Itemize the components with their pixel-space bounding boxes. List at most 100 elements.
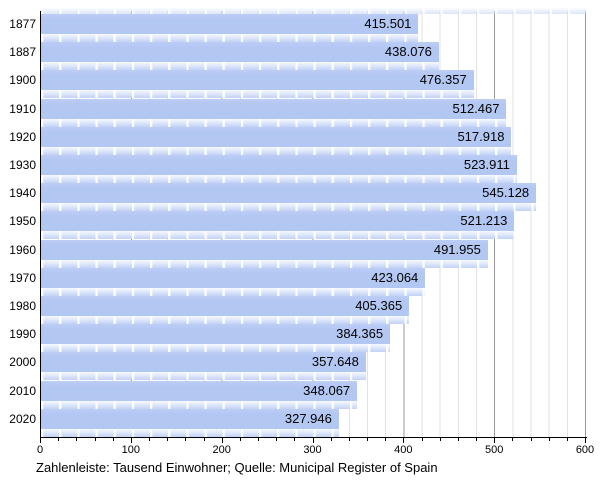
x-tick-major (494, 438, 496, 443)
bar-value-label: 438.076 (384, 44, 432, 60)
ruler-strip (41, 203, 537, 212)
year-label: 1960 (9, 242, 36, 257)
year-label: 1900 (9, 73, 36, 88)
chart-caption: Zahlenleiste: Tausend Einwohner; Quelle:… (36, 460, 438, 475)
ruler-strip (41, 287, 426, 296)
x-tick-minor (548, 438, 550, 441)
x-tick-major (403, 438, 405, 443)
bar: 545.128 (41, 183, 537, 204)
year-label: 2020 (9, 411, 36, 426)
x-tick-major (312, 438, 314, 443)
x-tick-minor (167, 438, 169, 441)
x-tick-minor (385, 438, 387, 441)
ruler-strip (41, 400, 358, 409)
bar-value-label: 476.357 (419, 72, 467, 88)
ruler-strip (41, 372, 366, 381)
x-tick-minor (149, 438, 150, 441)
y-axis-line (40, 11, 41, 438)
bar: 405.365 (41, 296, 410, 316)
bar: 476.357 (41, 70, 474, 91)
bar: 415.501 (41, 14, 419, 34)
year-label: 1887 (9, 45, 36, 60)
bar-value-label: 384.365 (336, 326, 384, 342)
ruler-strip (41, 90, 474, 99)
bar: 517.918 (41, 126, 512, 147)
ruler-strip (41, 259, 488, 268)
year-label: 1920 (9, 129, 36, 144)
x-tick-minor (258, 438, 259, 441)
year-label: 1990 (9, 327, 36, 342)
bar-value-label: 491.955 (433, 241, 481, 257)
x-tick-minor (76, 438, 78, 441)
x-tick-minor (367, 438, 368, 441)
x-tick-label: 100 (121, 444, 140, 456)
year-label: 1877 (9, 17, 36, 31)
x-tick-minor (94, 438, 96, 441)
bar-value-label: 523.911 (463, 157, 510, 172)
bar: 523.911 (41, 155, 517, 175)
year-label: 1970 (9, 270, 36, 285)
x-tick-label: 300 (303, 444, 322, 456)
x-tick-minor (457, 438, 459, 441)
x-tick-major (221, 438, 223, 443)
year-label: 1940 (9, 186, 36, 201)
bar-value-label: 517.918 (457, 128, 505, 144)
top-ruler-strip (41, 8, 586, 14)
x-tick-minor (58, 438, 60, 441)
x-tick-minor (476, 438, 477, 441)
x-tick-minor (112, 438, 114, 441)
x-tick-minor (239, 438, 241, 441)
bar-value-label: 521.213 (460, 213, 508, 229)
bar: 423.064 (41, 267, 426, 288)
x-tick-minor (421, 438, 423, 441)
ruler-strip (41, 428, 339, 437)
x-tick-minor (512, 438, 514, 441)
ruler-strip (41, 62, 439, 71)
x-tick-minor (439, 438, 441, 441)
x-tick-minor (530, 438, 532, 441)
bar: 357.648 (41, 352, 366, 373)
bar: 438.076 (41, 42, 439, 63)
ruler-strip (41, 34, 419, 42)
x-tick-label: 500 (484, 444, 504, 456)
x-axis-line (40, 437, 587, 438)
bar-value-label: 415.501 (364, 16, 412, 31)
ruler-strip (41, 146, 512, 155)
bar: 521.213 (41, 211, 515, 232)
bar-value-label: 348.067 (303, 382, 351, 398)
x-tick-minor (276, 438, 278, 441)
x-tick-label: 0 (36, 444, 44, 456)
bar-value-label: 357.648 (311, 354, 359, 370)
x-tick-major (40, 438, 41, 443)
x-tick-major (585, 438, 586, 443)
ruler-strip (41, 175, 517, 183)
year-label: 1910 (9, 101, 36, 116)
year-label: 2000 (9, 355, 36, 370)
x-tick-label: 400 (394, 444, 413, 456)
x-tick-minor (566, 438, 568, 441)
x-tick-minor (294, 438, 296, 441)
year-label: 2010 (9, 383, 36, 398)
bar: 384.365 (41, 324, 391, 345)
bar-value-label: 405.365 (355, 298, 403, 313)
ruler-strip (41, 344, 391, 353)
bar: 348.067 (41, 380, 358, 401)
x-tick-minor (330, 438, 332, 441)
x-tick-major (130, 438, 132, 443)
bar: 512.467 (41, 98, 507, 119)
x-tick-minor (348, 438, 350, 441)
x-tick-minor (203, 438, 205, 441)
bar-value-label: 545.128 (482, 185, 530, 201)
bar: 327.946 (41, 408, 339, 429)
year-label: 1980 (9, 299, 36, 313)
x-tick-minor (185, 438, 187, 441)
year-label: 1950 (9, 214, 36, 229)
bar-value-label: 327.946 (284, 410, 332, 426)
ruler-strip (41, 231, 515, 240)
year-label: 1930 (9, 158, 36, 172)
x-tick-label: 200 (212, 444, 231, 456)
bar-value-label: 423.064 (371, 269, 419, 285)
bar: 491.955 (41, 239, 488, 260)
x-tick-label: 600 (575, 444, 595, 456)
